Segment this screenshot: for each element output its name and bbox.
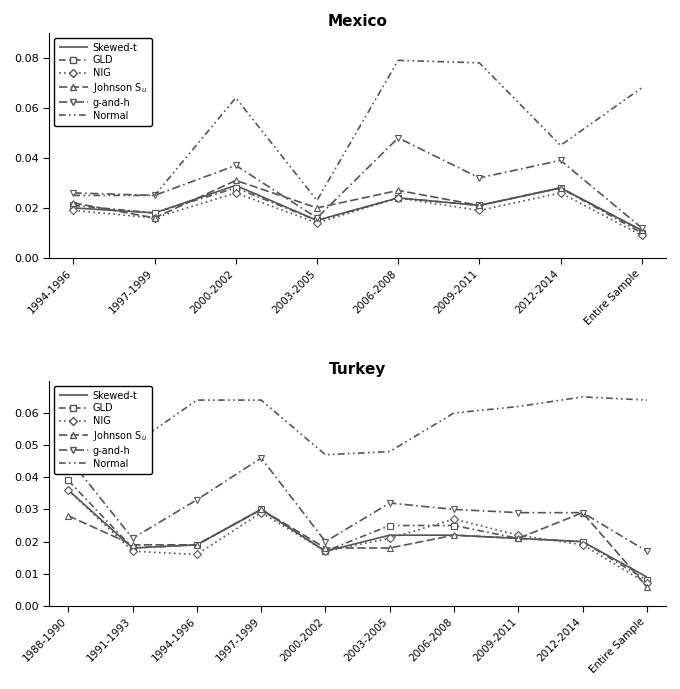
Legend: Skewed-t, GLD, NIG, Johnson S$_u$, g-and-h, Normal: Skewed-t, GLD, NIG, Johnson S$_u$, g-and…	[54, 38, 152, 126]
Legend: Skewed-t, GLD, NIG, Johnson S$_u$, g-and-h, Normal: Skewed-t, GLD, NIG, Johnson S$_u$, g-and…	[54, 386, 152, 474]
Title: Turkey: Turkey	[329, 362, 386, 377]
Title: Mexico: Mexico	[328, 14, 388, 29]
